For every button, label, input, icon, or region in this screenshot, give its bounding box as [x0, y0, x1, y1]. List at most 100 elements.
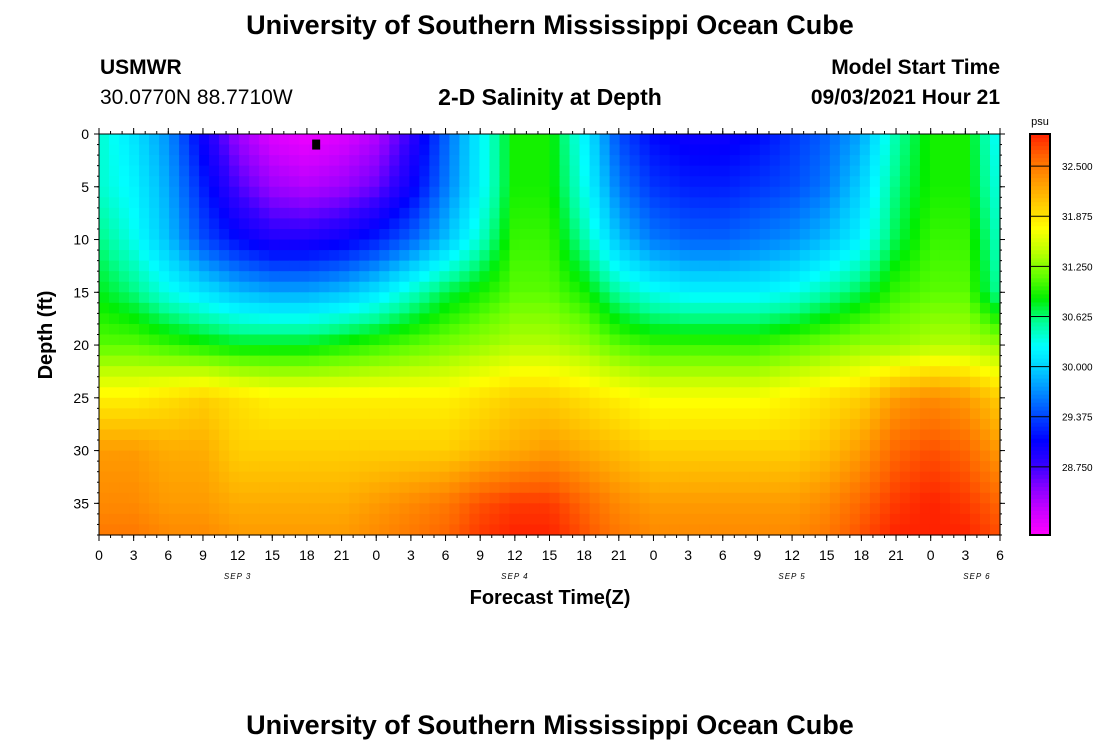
heatmap-cell	[369, 429, 380, 441]
heatmap-cell	[239, 418, 250, 431]
heatmap-cell	[319, 492, 330, 504]
heatmap-cell	[399, 366, 410, 378]
heatmap-cell	[529, 334, 541, 346]
heatmap-cell	[829, 450, 841, 462]
heatmap-cell	[679, 323, 691, 336]
heatmap-cell	[839, 239, 851, 251]
heatmap-cell	[509, 186, 521, 198]
heatmap-cell	[339, 408, 350, 420]
heatmap-cell	[579, 345, 591, 357]
heatmap-cell	[649, 197, 661, 209]
heatmap-cell	[609, 492, 621, 504]
heatmap-cell	[779, 186, 791, 198]
heatmap-cell	[559, 228, 571, 241]
heatmap-cell	[759, 207, 771, 220]
heatmap-cell	[719, 524, 731, 536]
heatmap-cell	[899, 482, 911, 494]
heatmap-cell	[349, 271, 360, 283]
heatmap-cell	[509, 271, 521, 283]
heatmap-cell	[329, 292, 340, 304]
heatmap-cell	[859, 281, 871, 293]
heatmap-cell	[679, 461, 691, 473]
heatmap-cell	[819, 250, 831, 262]
colorbar-swatch	[1030, 134, 1050, 139]
heatmap-cell	[779, 155, 791, 167]
heatmap-cell	[939, 418, 951, 431]
heatmap-cell	[859, 408, 871, 420]
heatmap-cell	[829, 323, 841, 336]
heatmap-cell	[559, 144, 571, 156]
heatmap-cell	[309, 345, 320, 357]
heatmap-cell	[279, 313, 290, 325]
heatmap-cell	[519, 302, 531, 314]
heatmap-cell	[549, 355, 561, 367]
heatmap-cell	[489, 482, 501, 494]
heatmap-cell	[109, 492, 120, 504]
heatmap-cell	[469, 313, 481, 325]
x-tick-label: 12	[507, 547, 523, 563]
heatmap-cell	[709, 218, 721, 230]
heatmap-cell	[549, 134, 561, 146]
heatmap-cell	[599, 418, 611, 431]
heatmap-cell	[149, 134, 160, 146]
heatmap-cell	[429, 176, 440, 188]
heatmap-cell	[909, 408, 921, 420]
heatmap-cell	[549, 345, 561, 357]
heatmap-cell	[299, 334, 310, 346]
heatmap-cell	[119, 228, 130, 241]
heatmap-cell	[419, 313, 430, 325]
heatmap-cell	[139, 186, 150, 198]
heatmap-cell	[99, 345, 110, 357]
heatmap-cell	[569, 440, 581, 452]
heatmap-cell	[399, 345, 410, 357]
heatmap-cell	[459, 345, 471, 357]
heatmap-cell	[519, 313, 531, 325]
heatmap-cell	[519, 366, 531, 378]
heatmap-cell	[339, 471, 350, 483]
heatmap-cell	[529, 271, 541, 283]
heatmap-cell	[869, 155, 881, 167]
heatmap-cell	[809, 323, 821, 336]
model-start-label: Model Start Time	[831, 56, 1000, 79]
heatmap-cell	[719, 408, 731, 420]
heatmap-cell	[879, 176, 891, 188]
heatmap-cell	[649, 450, 661, 462]
heatmap-cell	[319, 155, 330, 167]
heatmap-cell	[189, 440, 200, 452]
heatmap-cell	[419, 302, 430, 314]
heatmap-cell	[139, 503, 150, 515]
heatmap-cell	[629, 513, 641, 526]
heatmap-cell	[949, 271, 961, 283]
heatmap-cell	[199, 461, 210, 473]
heatmap-cell	[739, 207, 751, 220]
heatmap-cell	[359, 186, 370, 198]
heatmap-cell	[729, 281, 741, 293]
heatmap-cell	[459, 260, 471, 272]
heatmap-cell	[799, 155, 811, 167]
heatmap-cell	[169, 260, 180, 272]
heatmap-cell	[949, 155, 961, 167]
heatmap-cell	[859, 323, 871, 336]
heatmap-cell	[459, 186, 471, 198]
heatmap-cell	[699, 144, 711, 156]
heatmap-cell	[669, 334, 681, 346]
heatmap-cell	[429, 418, 440, 431]
heatmap-cell	[499, 492, 511, 504]
heatmap-cell	[799, 345, 811, 357]
heatmap-cell	[809, 207, 821, 220]
heatmap-cell	[379, 418, 390, 431]
heatmap-cell	[439, 387, 450, 399]
heatmap-cell	[509, 176, 521, 188]
heatmap-cell	[519, 186, 531, 198]
heatmap-cell	[439, 408, 450, 420]
heatmap-cell	[579, 186, 591, 198]
heatmap-cell	[459, 134, 471, 146]
heatmap-cell	[229, 271, 240, 283]
heatmap-cell	[679, 144, 691, 156]
heatmap-cell	[929, 376, 941, 388]
heatmap-cell	[589, 345, 601, 357]
heatmap-cell	[299, 471, 310, 483]
heatmap-cell	[339, 292, 350, 304]
heatmap-cell	[219, 345, 230, 357]
heatmap-cell	[979, 513, 991, 526]
